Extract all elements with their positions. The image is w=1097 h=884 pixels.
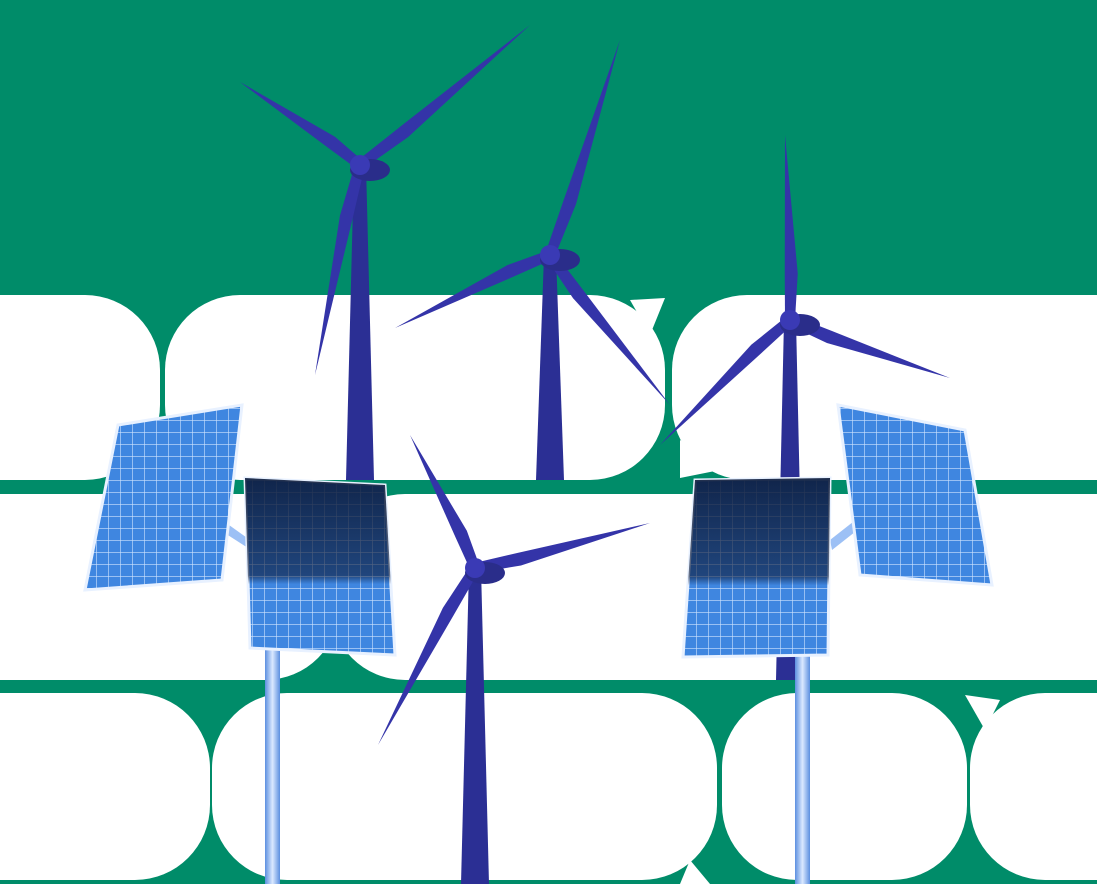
tower (346, 165, 374, 480)
panel-pole (795, 640, 810, 884)
hub (465, 558, 485, 578)
blade (395, 250, 553, 328)
blade (545, 40, 620, 257)
panel-shadow (245, 478, 395, 655)
blade (356, 25, 530, 169)
tail (630, 298, 665, 335)
panel-shadow (683, 478, 830, 657)
solar-panels (83, 403, 994, 884)
tower (461, 568, 489, 884)
blob (165, 295, 665, 480)
hub (780, 310, 800, 330)
tower (536, 255, 564, 480)
blade (788, 315, 950, 378)
blob (672, 295, 1097, 480)
blade (315, 163, 365, 375)
hub (540, 245, 560, 265)
wind-turbine (378, 435, 650, 884)
wind-turbine (395, 40, 670, 480)
blob (970, 693, 1097, 880)
solar-panel (836, 403, 994, 587)
blade (240, 82, 363, 170)
blob (722, 693, 967, 880)
blade (660, 316, 794, 445)
blade (473, 523, 650, 573)
solar-panel (83, 403, 244, 592)
tail (965, 695, 1000, 730)
wind-turbine (240, 25, 530, 480)
tail (680, 440, 720, 478)
blade (546, 251, 670, 405)
tail (680, 860, 710, 884)
blade (410, 435, 480, 571)
panel-pole (265, 640, 280, 884)
hub (350, 155, 370, 175)
blade (784, 135, 798, 321)
blade (378, 565, 480, 745)
blob (0, 693, 210, 880)
